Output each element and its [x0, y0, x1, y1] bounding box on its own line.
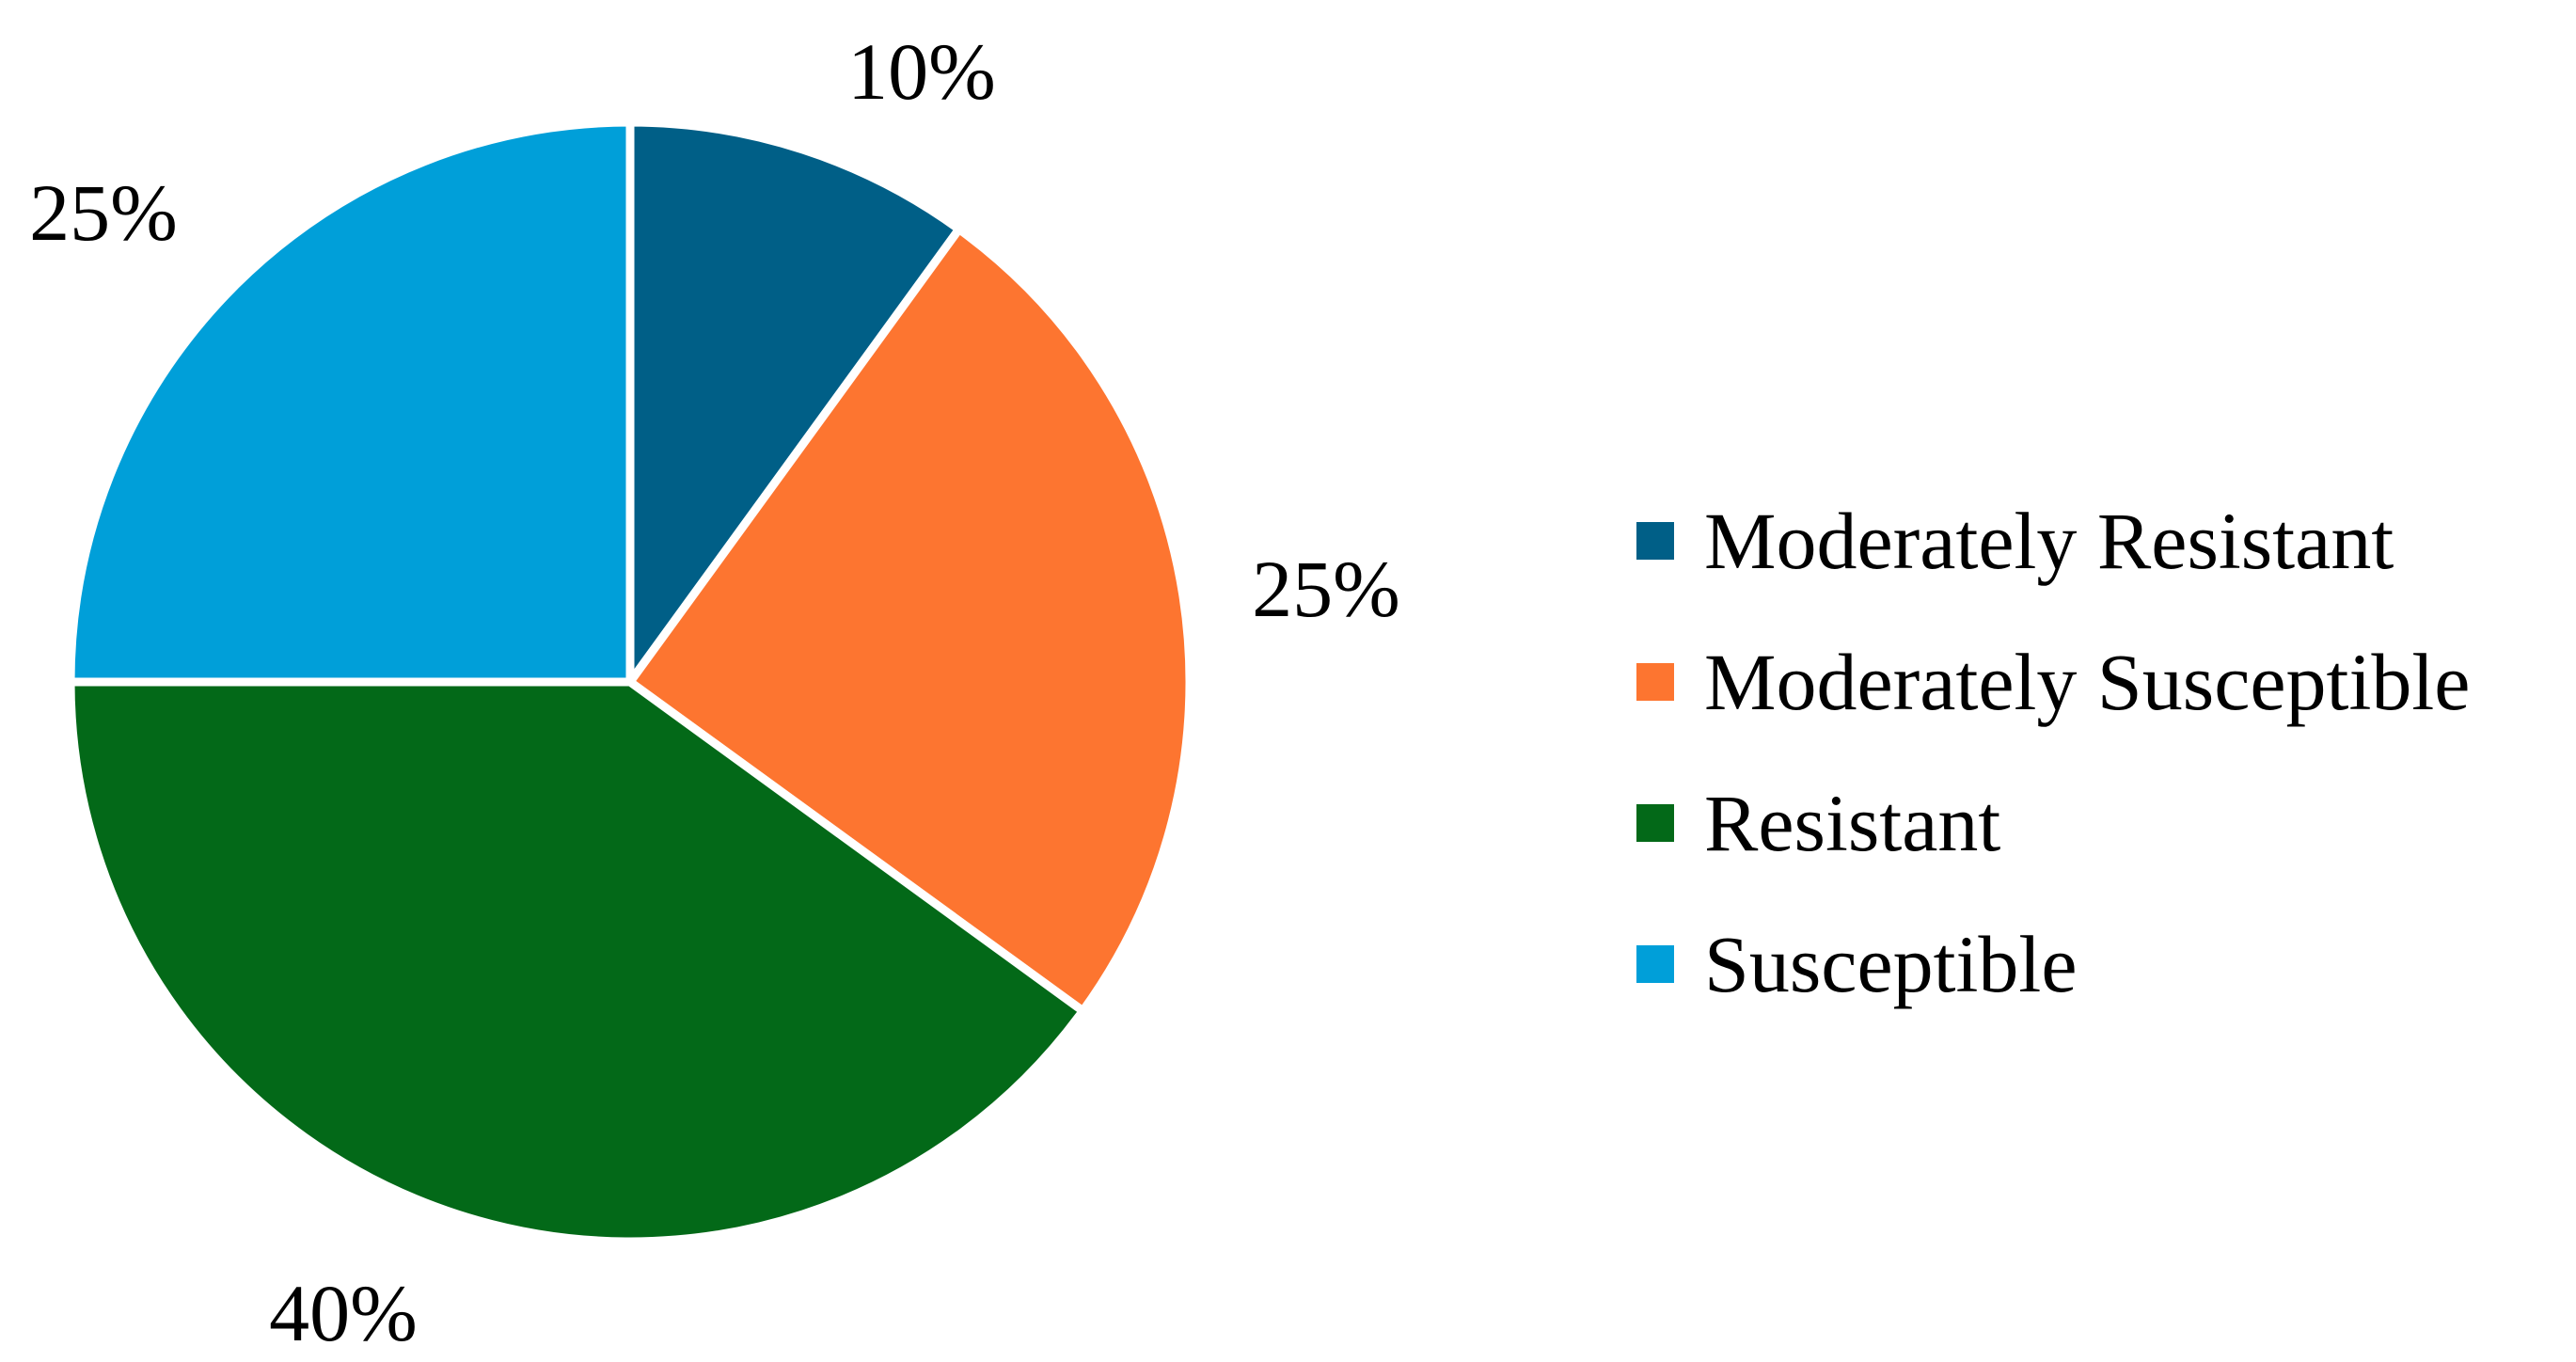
- legend-item-resistant: Resistant: [1636, 752, 2539, 894]
- pie-slice-moderately-resistant: [625, 118, 966, 695]
- legend-label-moderately-susceptible: Moderately Susceptible: [1704, 637, 2471, 727]
- data-label-moderately-susceptible: 25%: [1252, 544, 1400, 634]
- data-label-susceptible: 25%: [29, 167, 178, 258]
- legend-swatch-resistant: [1636, 804, 1674, 842]
- pie-slice-susceptible: [66, 118, 635, 687]
- data-label-resistant: 40%: [269, 1268, 418, 1358]
- legend-swatch-moderately-resistant: [1636, 522, 1674, 560]
- data-label-moderately-resistant: 10%: [847, 26, 996, 117]
- chart-legend: Moderately Resistant Moderately Suscepti…: [1636, 470, 2539, 1035]
- legend-item-moderately-resistant: Moderately Resistant: [1636, 470, 2539, 611]
- legend-label-moderately-resistant: Moderately Resistant: [1704, 496, 2394, 586]
- pie-slices: [66, 118, 1194, 1246]
- pie-slice-resistant: [66, 677, 1089, 1246]
- legend-swatch-susceptible: [1636, 945, 1674, 983]
- pie-slice-moderately-susceptible: [624, 223, 1194, 1018]
- pie-data-labels: 10% 25% 40% 25%: [29, 26, 1400, 1358]
- legend-label-resistant: Resistant: [1704, 778, 2001, 868]
- legend-item-moderately-susceptible: Moderately Susceptible: [1636, 611, 2539, 752]
- legend-label-susceptible: Susceptible: [1704, 919, 2078, 1009]
- legend-item-susceptible: Susceptible: [1636, 894, 2539, 1035]
- legend-swatch-moderately-susceptible: [1636, 663, 1674, 701]
